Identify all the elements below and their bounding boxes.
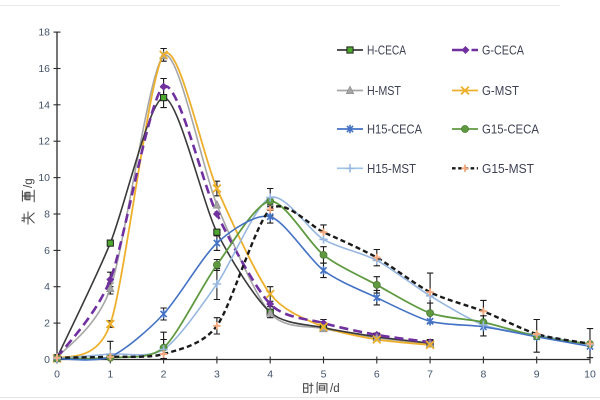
svg-text:10: 10 xyxy=(584,369,596,381)
svg-text:4: 4 xyxy=(267,369,273,381)
svg-text:8: 8 xyxy=(44,209,50,221)
svg-text:18: 18 xyxy=(38,27,50,39)
svg-text:H-CECA: H-CECA xyxy=(367,43,406,58)
svg-text:10: 10 xyxy=(38,172,50,184)
svg-text:7: 7 xyxy=(427,369,433,381)
svg-text:12: 12 xyxy=(38,136,50,148)
svg-text:2: 2 xyxy=(44,318,50,330)
svg-text:2: 2 xyxy=(161,369,167,381)
svg-text:/g: /g xyxy=(23,178,35,188)
svg-text:3: 3 xyxy=(214,369,220,381)
svg-text:H-MST: H-MST xyxy=(367,83,401,98)
svg-text:G15-CECA: G15-CECA xyxy=(482,122,539,137)
svg-text:4: 4 xyxy=(44,281,50,293)
svg-text:G-CECA: G-CECA xyxy=(482,43,524,58)
svg-text:G15-MST: G15-MST xyxy=(482,161,534,176)
svg-text:8: 8 xyxy=(480,369,486,381)
svg-text:5: 5 xyxy=(321,369,327,381)
svg-text:14: 14 xyxy=(38,99,50,111)
svg-text:1: 1 xyxy=(107,369,113,381)
svg-text:G-MST: G-MST xyxy=(482,83,519,98)
svg-text:16: 16 xyxy=(38,63,50,75)
svg-text:H15-MST: H15-MST xyxy=(367,161,416,176)
svg-text:0: 0 xyxy=(54,369,60,381)
svg-text:6: 6 xyxy=(374,369,380,381)
svg-text:H15-CECA: H15-CECA xyxy=(367,122,422,137)
svg-text:9: 9 xyxy=(534,369,540,381)
svg-text:/d: /d xyxy=(330,383,340,395)
svg-text:6: 6 xyxy=(44,245,50,257)
svg-text:0: 0 xyxy=(44,354,50,366)
